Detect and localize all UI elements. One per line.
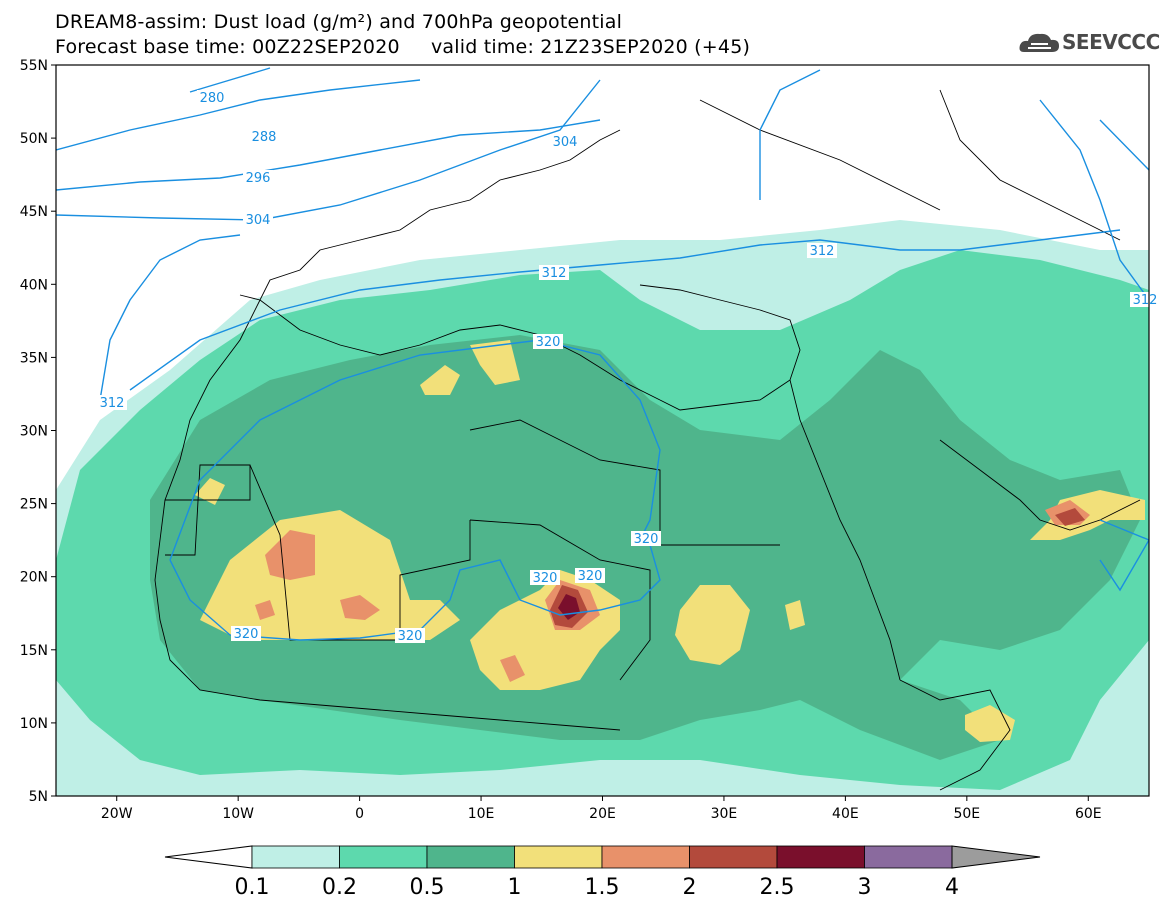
contour-label: 312: [810, 244, 835, 259]
contour-label-bg: [395, 628, 425, 643]
lat-tick-label: 35N: [20, 350, 48, 366]
colorbar-swatch: [689, 845, 778, 869]
lat-tick-label: 10N: [20, 716, 48, 732]
contour-label-bg: [575, 568, 605, 583]
lat-tick-label: 15N: [20, 643, 48, 659]
colorbar-arrow-left: [164, 845, 253, 869]
contour-label: 320: [634, 532, 659, 547]
colorbar-label: 1.5: [585, 875, 620, 900]
contour-label-bg: [1130, 292, 1160, 307]
map-subtitle: Forecast base time: 00Z22SEP2020 valid t…: [55, 36, 751, 58]
contour-label-bg: [243, 170, 273, 185]
contour-label-bg: [533, 334, 563, 349]
lon-tick-label: 30E: [711, 806, 738, 822]
contour-label: 320: [536, 335, 561, 350]
map-title: DREAM8-assim: Dust load (g/m²) and 700hP…: [55, 11, 623, 33]
lat-tick-label: 55N: [20, 58, 48, 74]
colorbar-swatch: [339, 845, 428, 869]
colorbar-label: 0.1: [235, 875, 270, 900]
colorbar-swatch: [864, 845, 953, 869]
lat-tick-label: 40N: [20, 277, 48, 293]
colorbar-swatch: [514, 845, 603, 869]
contour-label: 296: [246, 171, 271, 186]
lat-tick-label: 30N: [20, 424, 48, 440]
contour-label: 320: [578, 569, 603, 584]
contour-label: 280: [200, 91, 225, 106]
contour-label-bg: [249, 129, 279, 144]
lon-tick-label: 20W: [101, 806, 133, 822]
lat-tick-label: 45N: [20, 204, 48, 220]
contour-label-bg: [243, 212, 273, 227]
colorbar-swatch: [251, 845, 340, 869]
colorbar-arrow-right: [951, 845, 1041, 869]
colorbar-label: 4: [945, 875, 959, 900]
lat-tick-label: 5N: [29, 789, 48, 805]
lon-tick-label: 10W: [222, 806, 254, 822]
colorbar-swatch: [426, 845, 515, 869]
colorbar-swatch: [776, 845, 865, 869]
contour-label: 312: [542, 266, 567, 281]
contour-label-bg: [197, 90, 227, 105]
contour-label: 304: [553, 135, 578, 150]
contour-label-bg: [231, 626, 261, 641]
colorbar-swatch: [601, 845, 690, 869]
lon-tick-label: 20E: [589, 806, 616, 822]
contour-label: 320: [234, 627, 259, 642]
cloud-logo-icon: [1019, 33, 1059, 52]
lon-tick-label: 60E: [1075, 806, 1102, 822]
lat-tick-label: 25N: [20, 497, 48, 513]
logo-text: SEEVCCC: [1062, 30, 1160, 54]
colorbar-label: 3: [858, 875, 872, 900]
lat-tick-label: 50N: [20, 131, 48, 147]
colorbar: 0.1 0.2 0.5 1 1.5 2 2.5 3 4: [164, 845, 1041, 900]
lon-tick-label: 50E: [953, 806, 980, 822]
colorbar-label: 0.5: [410, 875, 445, 900]
contour-label: 288: [252, 130, 277, 145]
dust-level-6b: [1055, 508, 1085, 526]
contour-label: 320: [533, 571, 558, 586]
lon-tick-label: 40E: [832, 806, 859, 822]
contour-label: 312: [100, 396, 125, 411]
colorbar-label: 2: [683, 875, 697, 900]
contour-label: 304: [246, 213, 271, 228]
geopotential-contours: [56, 67, 1149, 641]
dust-level-3: [150, 335, 1140, 760]
contour-label: 312: [1133, 293, 1158, 308]
colorbar-label: 0.2: [322, 875, 357, 900]
contour-label-bg: [97, 395, 127, 410]
colorbar-label: 2.5: [760, 875, 795, 900]
colorbar-label: 1: [508, 875, 522, 900]
contour-label-bg: [530, 570, 560, 585]
contour-label-bg: [539, 265, 569, 280]
lat-tick-label: 20N: [20, 570, 48, 586]
lon-tick-label: 10E: [468, 806, 495, 822]
lon-tick-label: 0: [355, 806, 364, 822]
contour-label-bg: [550, 134, 580, 149]
contour-label: 320: [398, 629, 423, 644]
contour-label-bg: [631, 531, 661, 546]
contour-label-bg: [807, 243, 837, 258]
